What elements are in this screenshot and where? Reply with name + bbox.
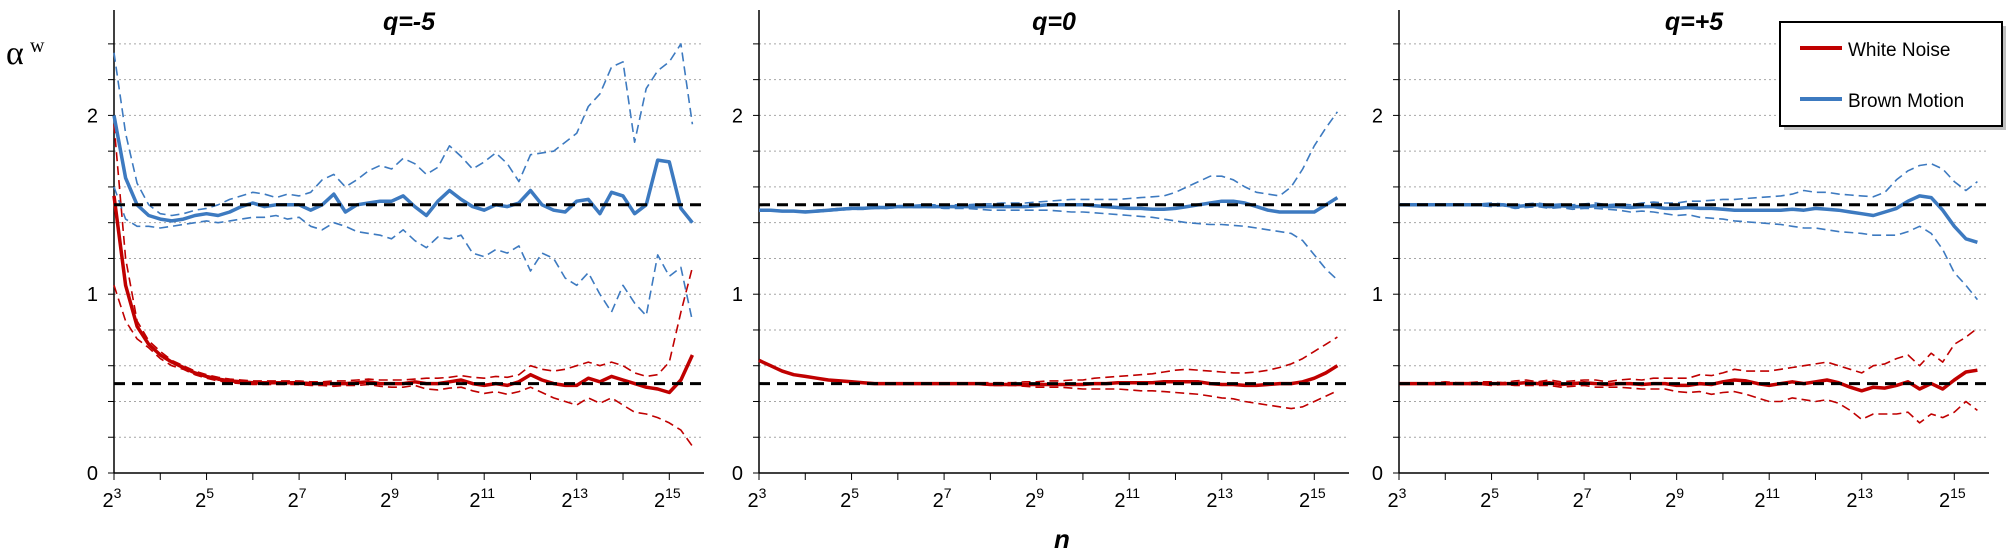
panel-1: 0 1 2 23 25 27 29 211 213 215 q=-5 — [87, 8, 704, 512]
x-axis-label: n — [1054, 524, 1070, 552]
white-noise-lower-line — [1399, 382, 1978, 424]
legend: White Noise Brown Motion — [1779, 21, 2006, 130]
x-tick-label: 211 — [1754, 485, 1780, 512]
y-tick-label: 2 — [87, 105, 98, 127]
brown-motion-mean-line — [112, 115, 694, 224]
white-noise-upper-line — [113, 124, 694, 383]
y-tick-label: 2 — [732, 105, 743, 127]
x-tick-label: 27 — [933, 485, 952, 512]
panel-title: q=-5 — [383, 8, 436, 36]
x-tick-label: 29 — [1025, 485, 1044, 512]
y-axis-label-superscript: w — [30, 35, 45, 57]
white-noise-upper-line — [1399, 327, 1978, 385]
y-tick-label: 1 — [87, 284, 98, 306]
x-tick-label: 215 — [1299, 485, 1326, 512]
x-tick-label: 215 — [1939, 485, 1966, 512]
x-tick-label: 25 — [195, 485, 214, 512]
x-tick-label: 23 — [748, 485, 767, 512]
x-tick-label: 27 — [288, 485, 307, 512]
y-tick-label: 1 — [732, 284, 743, 306]
x-tick-label: 25 — [1480, 485, 1499, 512]
brown-motion-lower-line — [1399, 204, 1979, 301]
y-tick-label: 0 — [732, 463, 743, 485]
brown-motion-upper-line — [759, 111, 1339, 212]
y-tick-label: 0 — [87, 463, 98, 485]
x-tick-label: 213 — [561, 485, 588, 512]
x-tick-label: 213 — [1846, 485, 1873, 512]
x-tick-label: 211 — [469, 485, 495, 512]
panel-title: q=+5 — [1665, 8, 1724, 36]
x-tick-label: 25 — [840, 485, 859, 512]
brown-motion-upper-line — [113, 43, 694, 217]
brown-motion-lower-line — [759, 206, 1338, 281]
white-noise-lower-line — [113, 285, 694, 447]
legend-brown-motion-label: Brown Motion — [1848, 91, 1964, 112]
x-tick-label: 29 — [380, 485, 399, 512]
x-tick-label: 215 — [654, 485, 681, 512]
legend-white-noise-label: White Noise — [1848, 40, 1950, 61]
brown-motion-lower-line — [113, 186, 694, 322]
y-tick-label: 1 — [1372, 284, 1383, 306]
x-tick-label: 23 — [1388, 485, 1407, 512]
legend-box — [1779, 21, 2003, 127]
x-tick-label: 213 — [1206, 485, 1233, 512]
y-tick-label: 0 — [1372, 463, 1383, 485]
panel-title: q=0 — [1032, 8, 1076, 36]
x-tick-label: 29 — [1665, 485, 1684, 512]
x-tick-label: 27 — [1573, 485, 1592, 512]
y-tick-label: 2 — [1372, 105, 1383, 127]
x-tick-label: 23 — [103, 485, 122, 512]
panel-2: 0 1 2 23 25 27 29 211 213 215 q=0 — [732, 8, 1349, 512]
brown-motion-upper-line — [1399, 162, 1978, 206]
y-axis-label: α — [6, 35, 24, 72]
white-noise-upper-line — [758, 336, 1338, 385]
white-noise-mean-line — [1399, 368, 1978, 393]
x-tick-label: 211 — [1114, 485, 1140, 512]
